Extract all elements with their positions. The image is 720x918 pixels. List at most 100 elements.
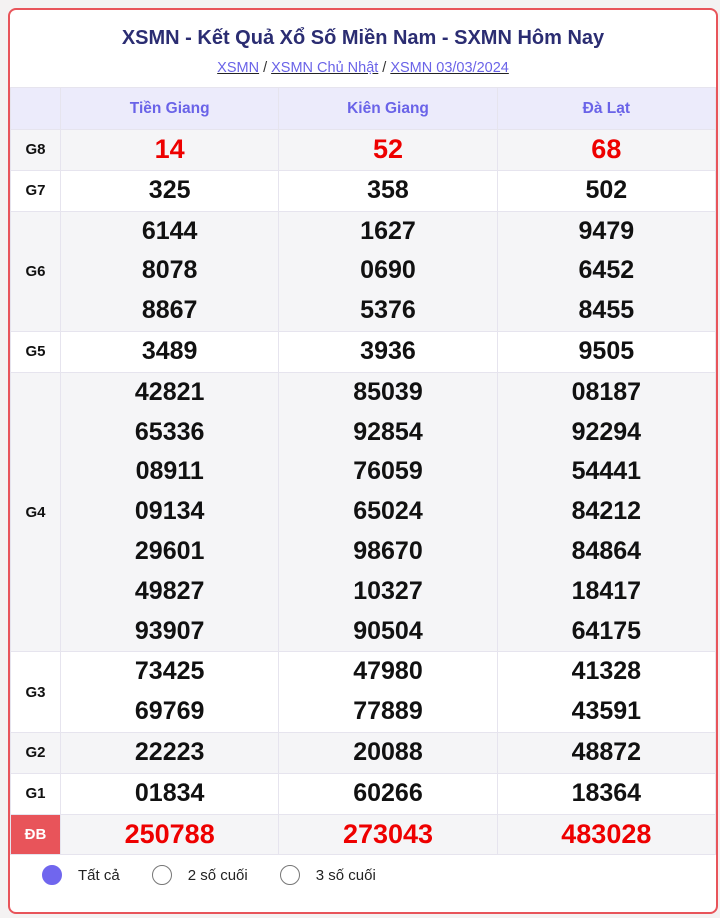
prize-number: 8867 [141, 296, 198, 325]
prize-cell: 502 [496, 169, 716, 212]
prize-cell: 60266 [278, 772, 498, 815]
prize-number: 502 [585, 175, 628, 204]
page-title: XSMN - Kết Quả Xổ Số Miền Nam - SXMN Hôm… [121, 27, 605, 49]
prize-number: 84864 [571, 536, 642, 565]
prize-number: 6452 [578, 256, 635, 285]
prize-number: 64175 [571, 616, 642, 645]
prize-number: 6144 [141, 216, 198, 245]
prize-number: 250788 [124, 818, 215, 849]
prize-cell: 483028 [496, 813, 716, 856]
radio-icon[interactable] [279, 865, 300, 885]
prize-number: 0690 [360, 256, 416, 285]
prize-label: G5 [10, 330, 61, 373]
prize-row-g6: G6 6144 8078 8867 1627 0690 5376 9479 6452 8455 [10, 210, 716, 332]
prize-number: 49827 [134, 576, 205, 605]
radio-icon[interactable] [42, 865, 62, 885]
prize-cell: 47980 77889 [278, 651, 498, 733]
prize-number: 325 [148, 175, 191, 204]
prize-number: 9505 [578, 336, 635, 365]
prize-number: 483028 [561, 818, 652, 849]
prize-number: 93907 [134, 616, 205, 645]
prize-cell: 41328 43591 [496, 651, 716, 733]
prize-number: 18364 [571, 778, 642, 807]
prize-number: 09134 [134, 497, 205, 526]
prize-row-g3: G3 73425 69769 47980 77889 41328 43591 [10, 651, 716, 733]
prize-label: G4 [10, 371, 61, 653]
prize-cell: 85039 92854 76059 65024 98670 10327 90504 [278, 371, 498, 653]
prize-number: 9479 [578, 216, 635, 245]
prize-number: 358 [367, 175, 409, 204]
prize-number: 65024 [353, 497, 423, 526]
prize-label: G6 [10, 210, 61, 332]
prize-cell: 20088 [278, 731, 498, 774]
prize-number: 98670 [353, 536, 423, 565]
prize-number: 20088 [353, 737, 423, 766]
prize-number: 22223 [134, 737, 205, 766]
prize-cell: 3489 [59, 330, 280, 373]
prize-cell: 22223 [59, 731, 280, 774]
prize-number: 273043 [342, 818, 434, 849]
prize-number: 76059 [353, 457, 423, 486]
filter-option[interactable]: Tất cả [42, 865, 120, 885]
filter-option-label: Tất cả [78, 866, 120, 884]
prize-label: ĐB [10, 813, 61, 856]
prize-cell: 273043 [278, 813, 498, 856]
prize-cell: 01834 [59, 772, 280, 815]
filter-option[interactable]: 2 số cuối [151, 865, 248, 885]
results-card: XSMN - Kết Quả Xổ Số Miền Nam - SXMN Hôm… [8, 8, 718, 914]
prize-cell: 14 [59, 129, 280, 171]
prize-number: 47980 [353, 657, 423, 686]
prize-number: 65336 [134, 417, 205, 446]
radio-icon[interactable] [151, 865, 172, 885]
prize-number: 3936 [360, 336, 416, 365]
breadcrumb-sunday[interactable]: XSMN Chủ Nhật [271, 60, 379, 76]
prize-cell: 68 [496, 129, 716, 171]
prize-number: 01834 [134, 778, 205, 807]
prize-number: 60266 [353, 778, 423, 807]
prize-number: 42821 [134, 377, 205, 406]
prize-cell: 6144 8078 8867 [59, 210, 280, 332]
prize-cell: 42821 65336 08911 09134 29601 49827 93907 [59, 371, 280, 653]
province-header: Đà Lạt [496, 87, 716, 130]
prize-number: 84212 [571, 497, 642, 526]
prize-number: 54441 [571, 457, 642, 486]
prize-label: G8 [10, 129, 61, 171]
prize-label: G3 [10, 651, 61, 733]
prize-cell: 18364 [496, 772, 716, 815]
digit-filter: Tất cả 2 số cuối 3 số cuối [42, 865, 408, 885]
prize-cell: 9479 6452 8455 [496, 210, 716, 332]
prize-cell: 325 [59, 169, 280, 212]
prize-number: 52 [372, 134, 404, 164]
prize-number: 68 [591, 134, 622, 164]
province-header: Kiên Giang [278, 87, 498, 130]
prize-label: G1 [10, 772, 61, 815]
prize-number: 43591 [571, 697, 642, 726]
prize-number: 92854 [353, 417, 423, 446]
breadcrumb: XSMN / XSMN Chủ Nhật / XSMN 03/03/2024 [10, 60, 716, 80]
prize-number: 69769 [134, 697, 205, 726]
prize-cell: 73425 69769 [59, 651, 280, 733]
prize-cell: 52 [278, 129, 498, 171]
prize-number: 18417 [571, 576, 642, 605]
prize-row-g5: G5 3489 3936 9505 [10, 330, 716, 373]
prize-cell: 358 [278, 169, 498, 212]
breadcrumb-xsmn[interactable]: XSMN [217, 60, 260, 76]
prize-row-đb: ĐB 250788 273043 483028 [10, 813, 716, 856]
prize-number: 48872 [571, 737, 642, 766]
prize-cell: 08187 92294 54441 84212 84864 18417 64175 [496, 371, 716, 653]
header-blank [10, 87, 61, 130]
prize-cell: 3936 [278, 330, 498, 373]
prize-row-g2: G2 22223 20088 48872 [10, 731, 716, 774]
prize-number: 92294 [571, 417, 642, 446]
filter-option[interactable]: 3 số cuối [279, 865, 376, 885]
filter-option-label: 2 số cuối [187, 866, 248, 884]
prize-number: 14 [154, 134, 185, 164]
results-table: Tiền Giang Kiên Giang Đà Lạt G8 14 52 68 G7 3… [10, 87, 716, 856]
prize-number: 10327 [353, 576, 423, 605]
province-header: Tiền Giang [59, 87, 280, 130]
prize-number: 77889 [353, 697, 423, 726]
breadcrumb-date[interactable]: XSMN 03/03/2024 [390, 60, 509, 76]
prize-number: 85039 [353, 377, 423, 406]
breadcrumb-separator: / [382, 60, 387, 76]
prize-row-g4: G4 42821 65336 08911 09134 29601 49827 93907 850… [10, 371, 716, 653]
